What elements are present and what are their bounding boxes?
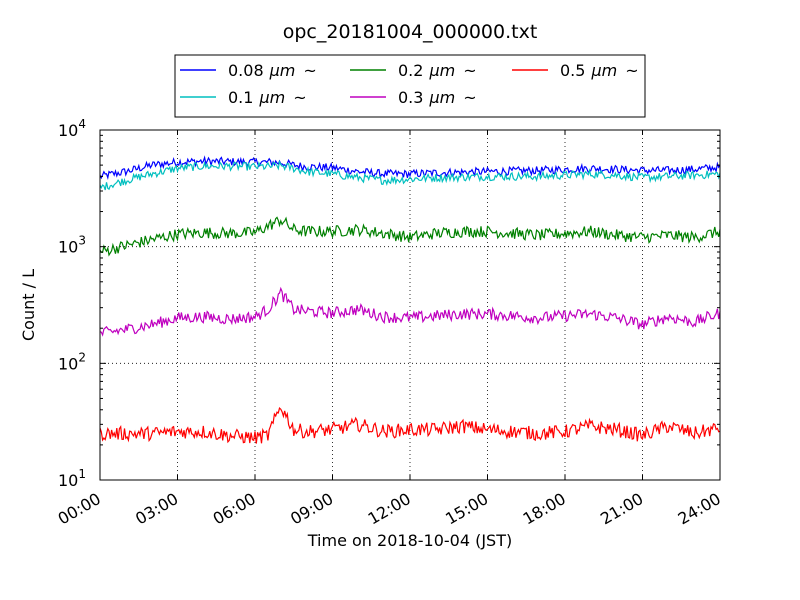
y-tick-exponent: 4 — [78, 117, 86, 131]
legend-label-2: 0.2 μm ~ — [398, 61, 477, 80]
series-line-1 — [99, 159, 721, 191]
x-axis-label: Time on 2018-10-04 (JST) — [307, 531, 512, 550]
legend-box — [174, 54, 646, 118]
series-line-3 — [99, 286, 721, 337]
series-line-4 — [99, 407, 721, 444]
y-tick-base: 10 — [58, 238, 78, 257]
y-tick-label: 104 — [58, 117, 86, 140]
y-tick-base: 10 — [58, 121, 78, 140]
chart-title: opc_20181004_000000.txt — [283, 21, 538, 43]
y-tick-exponent: 2 — [78, 350, 86, 364]
y-tick-label: 101 — [58, 467, 86, 490]
y-tick-base: 10 — [58, 354, 78, 373]
y-tick-label: 102 — [58, 350, 86, 373]
y-tick-label: 103 — [58, 234, 86, 257]
legend: 0.08 μm ~ 0.2 μm ~ 0.5 μm ~ 0.1 μm ~ 0.3 μm ~ — [174, 54, 646, 118]
y-tick-exponent: 3 — [78, 234, 86, 248]
series-line-2 — [99, 216, 721, 257]
series-line-0 — [99, 155, 721, 181]
legend-label-4: 0.5 μm ~ — [560, 61, 639, 80]
series-lines — [99, 155, 721, 444]
y-tick-base: 10 — [58, 471, 78, 490]
y-axis-label: Count / L — [19, 269, 38, 341]
legend-label-1: 0.1 μm ~ — [228, 88, 307, 107]
legend-label-3: 0.3 μm ~ — [398, 88, 477, 107]
legend-label-0: 0.08 μm ~ — [228, 61, 317, 80]
y-tick-exponent: 1 — [78, 467, 86, 481]
grid-lines — [100, 130, 720, 480]
